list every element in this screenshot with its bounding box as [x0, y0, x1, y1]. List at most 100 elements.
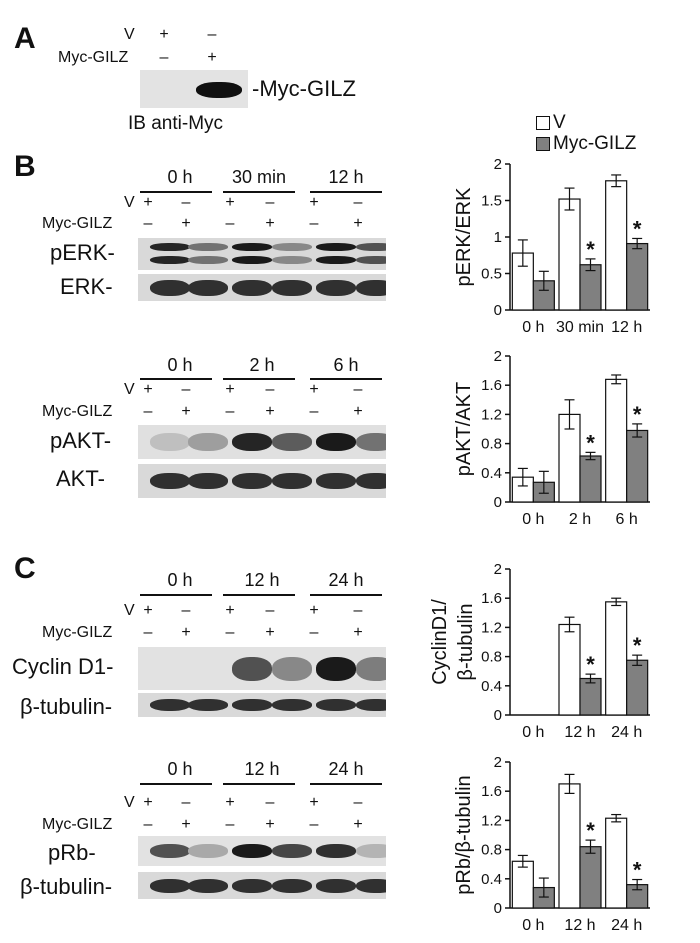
band: [356, 699, 386, 711]
sign-minus: –: [143, 624, 153, 641]
band: [272, 256, 312, 264]
significance-star: *: [633, 858, 642, 883]
bar: [558, 623, 581, 716]
y-tick-label: 0.8: [481, 436, 502, 453]
band: [188, 699, 228, 711]
x-tick-label: 24 h: [611, 724, 642, 741]
band: [272, 243, 312, 251]
bar: [605, 601, 628, 716]
sign-plus: +: [225, 602, 235, 619]
y-axis-label: CyclinD1/: [429, 599, 451, 685]
band: [356, 256, 386, 264]
sign-plus: +: [143, 602, 153, 619]
band: [150, 879, 190, 893]
sign-plus: +: [181, 624, 191, 641]
timepoint-label: 6 h: [333, 355, 359, 375]
y-axis-label: β-tubulin: [455, 603, 477, 680]
y-tick-label: 0: [494, 302, 502, 319]
blot-label-pakt: pAKT-: [50, 428, 112, 453]
band: [196, 82, 242, 98]
band: [272, 879, 312, 893]
timepoint-bar: [223, 378, 295, 380]
row-label-myc-gilz: Myc-GILZ: [42, 624, 113, 641]
sign-plus: +: [181, 215, 191, 232]
sign-plus: +: [265, 624, 275, 641]
sign-minus: –: [353, 194, 363, 211]
timepoint-bar: [310, 783, 382, 785]
blot-erk: [138, 274, 386, 301]
bar: [511, 860, 534, 909]
y-tick-label: 2: [494, 561, 502, 578]
sign-plus: +: [159, 26, 169, 43]
sign-plus: +: [353, 816, 363, 833]
band: [356, 243, 386, 251]
sign-plus: +: [309, 381, 319, 398]
band: [232, 844, 272, 858]
band: [356, 280, 386, 296]
bar: [605, 180, 628, 311]
blot-label-cyclin-d1: Cyclin D1-: [12, 654, 114, 679]
legend-swatch-myc-gilz: [536, 137, 550, 151]
band: [272, 699, 312, 711]
blot-label-beta-tubulin: β-tubulin-: [20, 874, 113, 899]
band: [150, 844, 190, 858]
sign-minus: –: [225, 816, 235, 833]
band: [356, 844, 386, 858]
y-tick-label: 0.4: [481, 678, 502, 695]
sign-minus: –: [225, 624, 235, 641]
sign-plus: +: [207, 49, 217, 66]
band: [272, 844, 312, 858]
timepoint-label: 30 min: [231, 167, 287, 187]
sign-minus: –: [181, 794, 191, 811]
timepoint-bar: [223, 594, 295, 596]
band: [232, 433, 272, 451]
significance-star: *: [586, 652, 595, 677]
y-tick-label: 1.6: [481, 783, 502, 800]
significance-star: *: [586, 818, 595, 843]
blot-beta-tubulin: [138, 693, 386, 717]
blot-beta-tubulin: [138, 872, 386, 899]
x-tick-label: 0 h: [522, 319, 544, 336]
sign-minus: –: [309, 624, 319, 641]
band: [316, 657, 356, 681]
row-label-myc-gilz: Myc-GILZ: [42, 215, 113, 232]
band: [150, 256, 190, 264]
bar: [579, 846, 602, 909]
sign-minus: –: [143, 816, 153, 833]
y-axis-label: pRb/β-tubulin: [453, 775, 475, 894]
sign-minus: –: [143, 215, 153, 232]
band: [272, 657, 312, 681]
x-tick-label: 12 h: [611, 319, 642, 336]
y-tick-label: 2: [494, 156, 502, 173]
sign-minus: –: [353, 381, 363, 398]
y-tick-label: 0.8: [481, 842, 502, 859]
panel-letter-a: A: [14, 22, 36, 55]
sign-plus: +: [353, 215, 363, 232]
bar: [605, 378, 628, 503]
y-tick-label: 0: [494, 707, 502, 724]
ib-label: IB anti-Myc: [128, 113, 224, 134]
y-tick-label: 1.5: [481, 193, 502, 210]
sign-minus: –: [265, 602, 275, 619]
band: [316, 433, 356, 451]
x-tick-label: 2 h: [569, 511, 591, 528]
band: [232, 256, 272, 264]
timepoint-bar: [140, 783, 212, 785]
sign-plus: +: [181, 403, 191, 420]
y-tick-label: 0: [494, 494, 502, 511]
sign-minus: –: [353, 602, 363, 619]
y-tick-label: 2: [494, 754, 502, 771]
band: [232, 473, 272, 489]
timepoint-label: 0 h: [167, 759, 193, 779]
band: [232, 699, 272, 711]
sign-plus: +: [265, 215, 275, 232]
chart-prb-tubulin: 0 0.4 0.8 1.2 1.6 2 pRb/β-tubulin 0 h * 12 h * 24 h: [453, 754, 650, 934]
sign-minus: –: [207, 26, 217, 43]
band: [232, 879, 272, 893]
timepoint-label: 2 h: [249, 355, 275, 375]
bar: [626, 242, 649, 311]
band: [150, 280, 190, 296]
sign-minus: –: [309, 215, 319, 232]
bar: [626, 659, 649, 716]
y-tick-label: 0.4: [481, 871, 502, 888]
